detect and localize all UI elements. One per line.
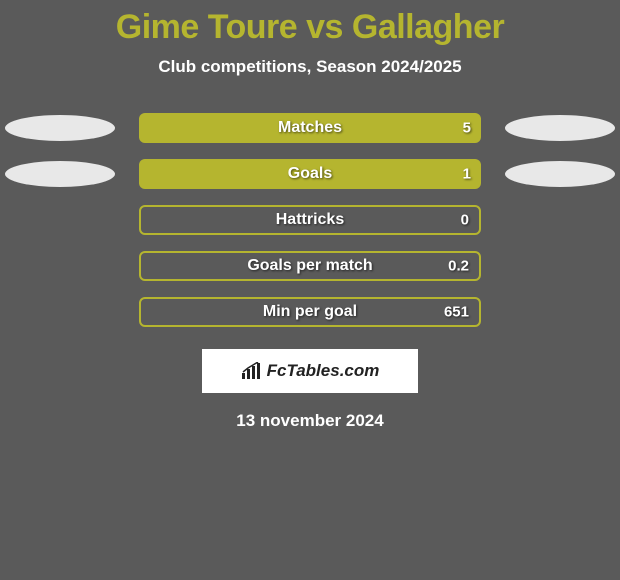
stat-row: Hattricks 0 xyxy=(0,197,620,243)
stat-label: Goals xyxy=(288,165,332,183)
stat-label: Hattricks xyxy=(276,211,344,229)
stat-label: Matches xyxy=(278,119,342,137)
player-right-marker xyxy=(505,161,615,187)
stat-bar-matches: Matches 5 xyxy=(139,113,481,143)
bar-chart-icon xyxy=(241,362,263,380)
player-left-marker xyxy=(5,115,115,141)
player-right-marker xyxy=(505,115,615,141)
snapshot-date: 13 november 2024 xyxy=(0,411,620,431)
stat-row: Matches 5 xyxy=(0,105,620,151)
page-subtitle: Club competitions, Season 2024/2025 xyxy=(0,57,620,77)
player-left-marker xyxy=(5,161,115,187)
stat-row: Goals per match 0.2 xyxy=(0,243,620,289)
comparison-chart: Matches 5 Goals 1 Hattricks 0 Goals per … xyxy=(0,105,620,335)
logo-text: FcTables.com xyxy=(267,361,380,381)
stat-value: 1 xyxy=(463,166,471,183)
stat-bar-hattricks: Hattricks 0 xyxy=(139,205,481,235)
stat-value: 0.2 xyxy=(448,258,469,275)
stat-value: 0 xyxy=(461,212,469,229)
stat-bar-min-per-goal: Min per goal 651 xyxy=(139,297,481,327)
stat-row: Goals 1 xyxy=(0,151,620,197)
stat-bar-goals: Goals 1 xyxy=(139,159,481,189)
stat-row: Min per goal 651 xyxy=(0,289,620,335)
source-logo: FcTables.com xyxy=(202,349,418,393)
page-title: Gime Toure vs Gallagher xyxy=(0,0,620,47)
stat-bar-goals-per-match: Goals per match 0.2 xyxy=(139,251,481,281)
stat-label: Min per goal xyxy=(263,303,357,321)
stat-value: 5 xyxy=(463,120,471,137)
stat-label: Goals per match xyxy=(247,257,372,275)
stat-value: 651 xyxy=(444,304,469,321)
